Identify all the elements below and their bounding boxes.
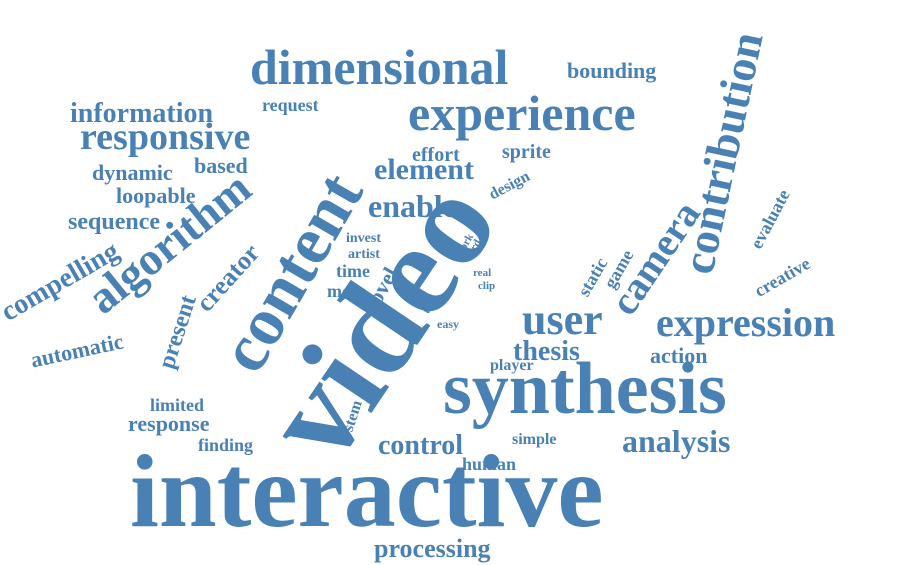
word-invest: invest xyxy=(346,231,381,246)
word-bounding: bounding xyxy=(567,58,657,83)
word-request: request xyxy=(262,95,319,115)
word-action: action xyxy=(650,343,708,368)
word-responsive: responsive xyxy=(80,116,251,158)
word-user: user xyxy=(522,295,603,344)
word-effort: effort xyxy=(412,144,460,166)
word-information: information xyxy=(70,98,214,129)
word-response: response xyxy=(128,411,210,436)
word-design: design xyxy=(486,167,533,204)
word-player: player xyxy=(490,357,534,374)
word-present: present xyxy=(153,292,202,372)
word-automatic: automatic xyxy=(28,328,126,373)
word-based: based xyxy=(194,153,248,178)
word-dynamic: dynamic xyxy=(92,160,173,185)
word-dimensional: dimensional xyxy=(250,39,509,95)
word-thesis: thesis xyxy=(513,336,580,367)
word-expression: expression xyxy=(656,300,836,345)
word-clip: clip xyxy=(478,280,496,292)
word-time: time xyxy=(336,261,370,281)
word-processing: processing xyxy=(374,534,491,563)
word-element: element xyxy=(374,153,474,186)
word-experience: experience xyxy=(408,85,636,141)
word-limited: limited xyxy=(150,395,204,415)
word-analysis: analysis xyxy=(622,423,731,459)
word-human: human xyxy=(462,454,517,474)
word-synthesis: synthesis xyxy=(443,348,727,430)
word-simple: simple xyxy=(512,431,557,448)
word-enable: enable xyxy=(368,188,457,224)
word-creative: creative xyxy=(751,253,814,301)
word-real: real xyxy=(473,267,492,279)
word-sequence: sequence xyxy=(68,209,160,235)
word-sprite: sprite xyxy=(502,141,551,163)
word-control: control xyxy=(378,430,464,461)
word-evaluate: evaluate xyxy=(746,186,794,252)
word-finding: finding xyxy=(198,435,254,455)
word-artist: artist xyxy=(348,247,380,262)
word-loopable: loopable xyxy=(116,183,196,208)
word-more: more xyxy=(327,281,367,301)
word-interactive: interactive xyxy=(130,434,604,549)
word-easy: easy xyxy=(437,317,459,331)
